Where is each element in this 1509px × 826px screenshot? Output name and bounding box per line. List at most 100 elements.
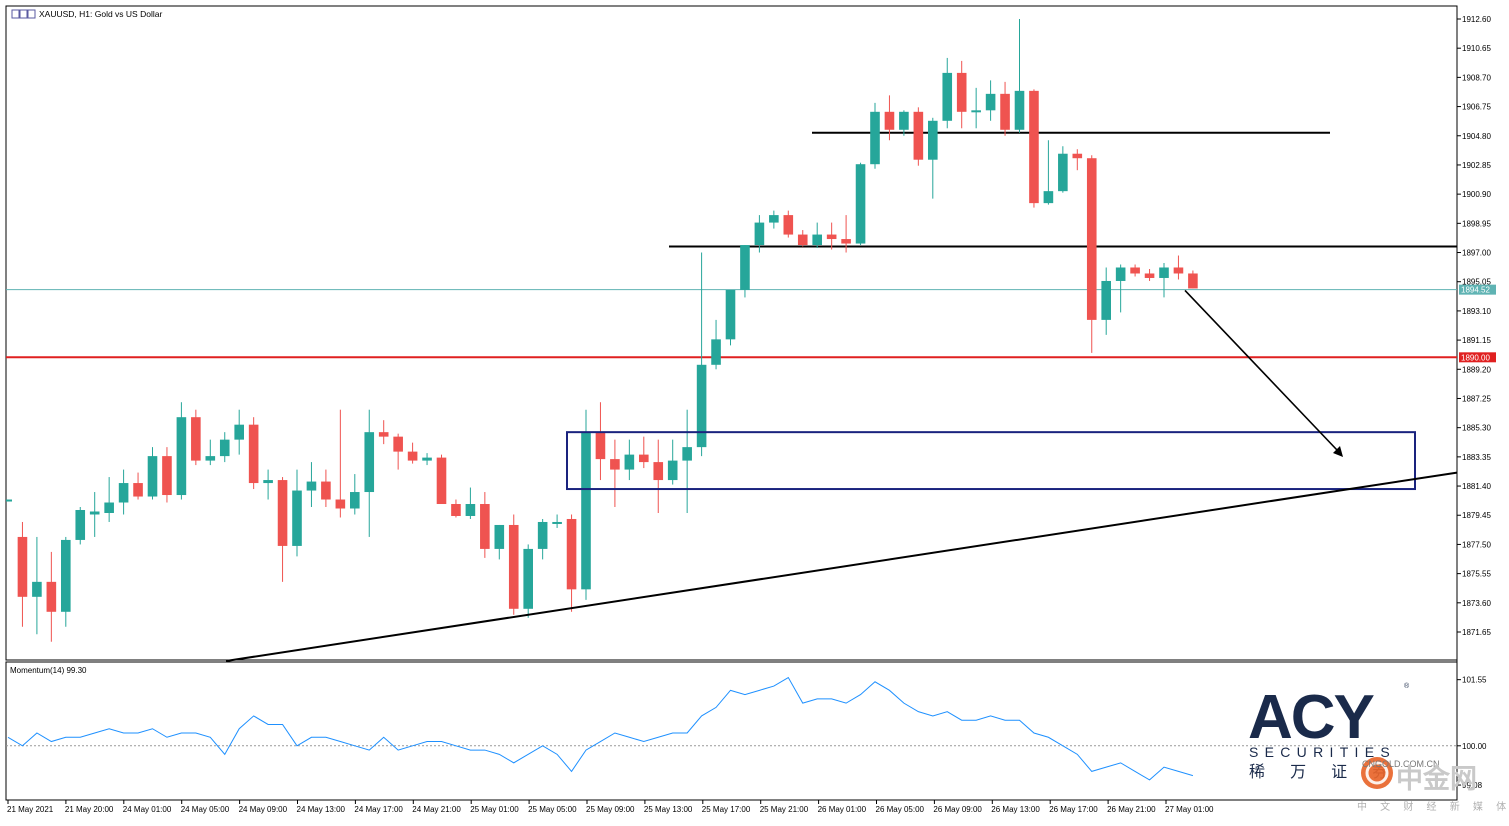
candle[interactable]	[1115, 264, 1126, 313]
candle[interactable]	[928, 117, 938, 199]
momentum-line[interactable]	[7, 676, 1194, 781]
candle[interactable]	[725, 289, 736, 346]
candle[interactable]	[263, 469, 273, 500]
candle[interactable]	[841, 215, 851, 253]
candle[interactable]	[335, 409, 346, 518]
candle[interactable]	[494, 524, 505, 560]
candle[interactable]	[595, 402, 606, 481]
candle[interactable]	[46, 551, 57, 642]
candle[interactable]	[205, 439, 216, 466]
candle[interactable]	[1072, 149, 1083, 171]
candle[interactable]	[653, 439, 664, 513]
candle[interactable]	[133, 472, 143, 500]
candle[interactable]	[956, 60, 967, 129]
candle-body	[1144, 273, 1155, 278]
candle[interactable]	[451, 499, 461, 518]
candle[interactable]	[191, 409, 201, 466]
candle[interactable]	[913, 107, 924, 166]
candles[interactable]	[6, 19, 1198, 642]
candle[interactable]	[812, 222, 822, 249]
candle[interactable]	[422, 453, 432, 466]
candle[interactable]	[639, 436, 649, 469]
candle[interactable]	[147, 447, 158, 500]
candle[interactable]	[711, 319, 721, 370]
consolidation-zone-box[interactable]	[566, 431, 1416, 491]
candle[interactable]	[176, 402, 187, 500]
candle[interactable]	[364, 409, 375, 537]
candle[interactable]	[1000, 81, 1010, 136]
trendline[interactable]	[225, 471, 1458, 662]
candle[interactable]	[1058, 146, 1068, 193]
candle[interactable]	[1159, 263, 1169, 298]
candle[interactable]	[393, 433, 403, 470]
momentum-panel[interactable]	[5, 661, 1458, 801]
candle[interactable]	[985, 80, 996, 121]
candle[interactable]	[104, 477, 114, 522]
candle[interactable]	[610, 439, 620, 508]
candle[interactable]	[6, 499, 12, 502]
candle[interactable]	[566, 514, 577, 612]
candle[interactable]	[797, 230, 808, 247]
candle[interactable]	[1188, 270, 1198, 289]
candle[interactable]	[407, 442, 418, 464]
candle[interactable]	[277, 477, 288, 582]
candle[interactable]	[552, 514, 562, 528]
candle[interactable]	[624, 439, 635, 481]
candle[interactable]	[75, 507, 86, 545]
candle[interactable]	[508, 514, 519, 615]
candle[interactable]	[480, 492, 490, 558]
projection-arrow-line[interactable]	[1184, 289, 1338, 451]
momentum-series[interactable]	[6, 676, 1457, 781]
candle[interactable]	[537, 518, 548, 560]
candle[interactable]	[855, 162, 866, 246]
candle[interactable]	[436, 454, 447, 505]
candle[interactable]	[1130, 264, 1140, 277]
candle[interactable]	[783, 210, 794, 238]
candle[interactable]	[292, 469, 302, 557]
candle[interactable]	[523, 544, 533, 618]
drawn-levels[interactable]	[6, 131, 1457, 359]
candle[interactable]	[306, 462, 317, 508]
candle[interactable]	[884, 95, 895, 141]
symbol-title: XAUUSD, H1: Gold vs US Dollar	[39, 9, 162, 19]
candle[interactable]	[118, 469, 129, 515]
candle[interactable]	[942, 57, 953, 129]
candle[interactable]	[1029, 89, 1039, 208]
candle[interactable]	[870, 102, 880, 169]
candle-body	[1159, 267, 1169, 278]
candle[interactable]	[89, 492, 100, 537]
candle[interactable]	[754, 215, 765, 253]
candle[interactable]	[826, 222, 837, 250]
candle[interactable]	[219, 432, 230, 463]
candle[interactable]	[61, 536, 71, 627]
candle[interactable]	[350, 474, 360, 515]
candle[interactable]	[32, 536, 42, 635]
candle[interactable]	[321, 469, 331, 508]
candle[interactable]	[1043, 140, 1054, 205]
candle[interactable]	[248, 417, 259, 490]
candle[interactable]	[378, 420, 389, 445]
candle[interactable]	[234, 409, 244, 455]
candle[interactable]	[971, 87, 981, 129]
price-tick-label: 1877.50	[1462, 540, 1491, 549]
candle[interactable]	[899, 110, 909, 136]
candle[interactable]	[769, 210, 779, 229]
candle[interactable]	[740, 245, 750, 298]
candle[interactable]	[162, 447, 172, 503]
candle[interactable]	[682, 409, 692, 513]
candle[interactable]	[667, 439, 678, 485]
candle[interactable]	[1144, 268, 1155, 281]
candle[interactable]	[581, 409, 591, 600]
acy-chinese-name: 稀 万 证 券	[1249, 762, 1398, 781]
candle[interactable]	[1173, 255, 1184, 280]
drawings[interactable]	[225, 289, 1458, 662]
candle[interactable]	[696, 252, 707, 457]
candle[interactable]	[17, 521, 28, 627]
candle[interactable]	[1101, 267, 1111, 335]
candle[interactable]	[1014, 19, 1025, 133]
time-tick-label: 24 May 09:00	[239, 805, 288, 814]
candle[interactable]	[465, 487, 476, 519]
candle[interactable]	[1086, 155, 1097, 353]
time-tick-label: 27 May 01:00	[1165, 805, 1214, 814]
